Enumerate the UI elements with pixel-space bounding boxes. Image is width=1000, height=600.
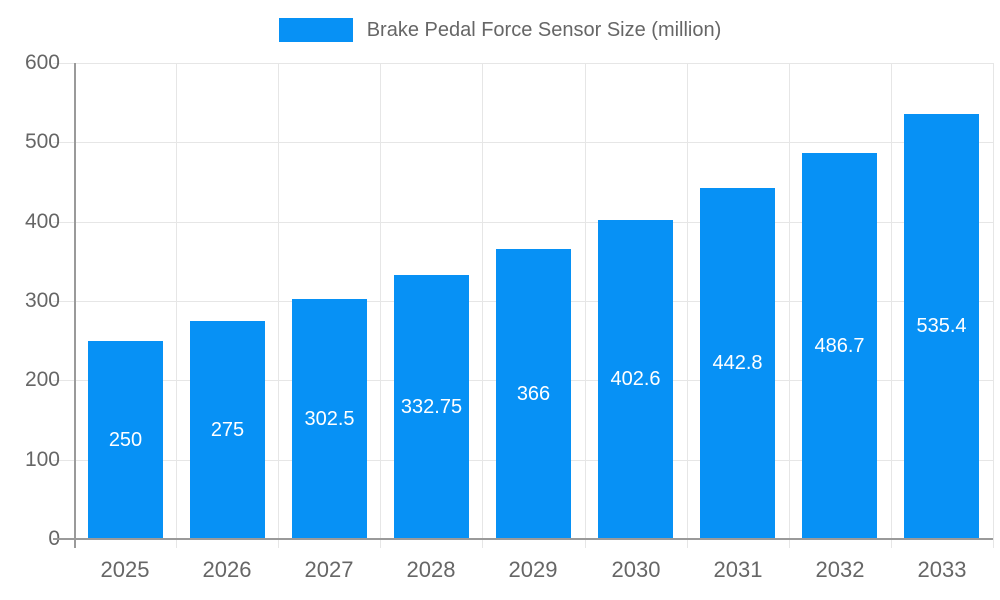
bar-2025: 250 (88, 341, 163, 539)
bar-2029: 366 (496, 249, 571, 539)
y-axis-tick-label: 400 (24, 210, 60, 233)
legend-swatch[interactable] (278, 18, 353, 42)
bar-2028: 332.75 (394, 275, 469, 539)
x-axis-tick-label: 2033 (917, 557, 967, 582)
v-gridline (891, 63, 892, 548)
bar-value-label: 442.8 (712, 352, 763, 374)
x-axis-tick-label: 2032 (815, 557, 865, 582)
y-axis-tick-label: 200 (24, 368, 60, 391)
bar-value-label: 250 (108, 428, 143, 451)
x-axis-tick-label: 2026 (202, 557, 252, 582)
plot-area: 250 275 302.5 332.75 366 402.6 442.8 486.7 535.4 (53, 63, 994, 548)
h-gridline (53, 221, 993, 223)
bar-2030: 402.6 (598, 220, 673, 539)
bar-2033: 535.4 (904, 114, 979, 539)
x-axis-tick-label: 2025 (100, 557, 150, 582)
x-axis-tick-label: 2030 (611, 557, 661, 582)
bar-value-label: 402.6 (610, 368, 661, 390)
bar-value-label: 535.4 (916, 315, 967, 337)
y-axis-tick-label: 500 (24, 130, 60, 153)
bar-value-label: 332.75 (400, 395, 463, 418)
bar-2026: 275 (190, 321, 265, 539)
x-axis-tick-label: 2027 (304, 557, 354, 582)
v-gridline (380, 63, 381, 548)
h-gridline (53, 63, 993, 64)
y-axis-tick-label: 300 (24, 289, 60, 312)
x-axis-tick-label: 2031 (713, 557, 763, 582)
v-gridline (789, 63, 790, 548)
h-gridline (53, 142, 993, 144)
v-gridline (176, 63, 177, 548)
bar-2032: 486.7 (802, 153, 877, 539)
bar-value-label: 275 (210, 418, 245, 441)
v-gridline (585, 63, 586, 548)
bar-2027: 302.5 (292, 299, 367, 539)
bar-value-label: 366 (516, 382, 551, 405)
y-axis-tick-label: 0 (0, 527, 60, 551)
x-axis-line (53, 538, 993, 540)
y-axis-tick-label: 100 (24, 448, 60, 471)
v-gridline (993, 63, 994, 548)
x-axis-tick-label: 2028 (406, 557, 456, 582)
legend-label[interactable]: Brake Pedal Force Sensor Size (million) (366, 18, 722, 41)
bar-value-label: 302.5 (304, 407, 355, 430)
v-gridline (482, 63, 483, 548)
y-axis-tick-label: 600 (24, 51, 60, 74)
legend: Brake Pedal Force Sensor Size (million) (0, 18, 1000, 42)
bar-2031: 442.8 (700, 188, 775, 539)
v-gridline (687, 63, 688, 548)
y-axis-line (74, 63, 76, 548)
v-gridline (278, 63, 279, 548)
x-axis-tick-label: 2029 (508, 557, 558, 582)
bar-value-label: 486.7 (814, 334, 865, 357)
